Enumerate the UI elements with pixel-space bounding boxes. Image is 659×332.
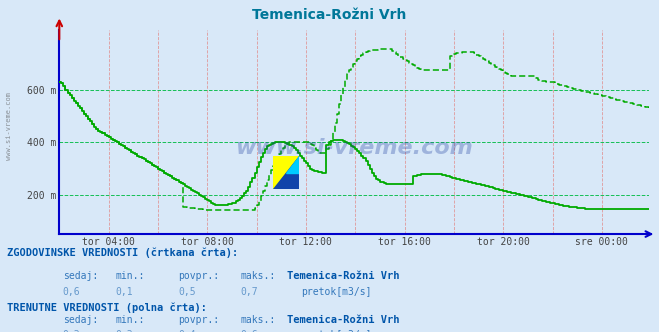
Text: sedaj:: sedaj: — [63, 315, 98, 325]
Text: maks.:: maks.: — [241, 315, 275, 325]
Text: 0,5: 0,5 — [178, 287, 196, 297]
Text: www.si-vreme.com: www.si-vreme.com — [235, 138, 473, 158]
Text: 0,7: 0,7 — [241, 287, 258, 297]
Polygon shape — [273, 156, 299, 189]
Text: www.si-vreme.com: www.si-vreme.com — [5, 92, 12, 160]
Text: sedaj:: sedaj: — [63, 271, 98, 281]
Polygon shape — [273, 156, 299, 189]
Text: 0,6: 0,6 — [241, 330, 258, 332]
Text: min.:: min.: — [115, 315, 145, 325]
Text: povpr.:: povpr.: — [178, 315, 219, 325]
Text: 0,3: 0,3 — [63, 330, 80, 332]
Text: povpr.:: povpr.: — [178, 271, 219, 281]
Text: 0,6: 0,6 — [63, 287, 80, 297]
Text: Temenica-Rožni Vrh: Temenica-Rožni Vrh — [287, 315, 399, 325]
Text: pretok[m3/s]: pretok[m3/s] — [301, 330, 372, 332]
Text: 0,3: 0,3 — [115, 330, 133, 332]
Text: pretok[m3/s]: pretok[m3/s] — [301, 287, 372, 297]
Text: Temenica-Rožni Vrh: Temenica-Rožni Vrh — [287, 271, 399, 281]
Text: maks.:: maks.: — [241, 271, 275, 281]
Text: ZGODOVINSKE VREDNOSTI (črtkana črta):: ZGODOVINSKE VREDNOSTI (črtkana črta): — [7, 247, 238, 258]
Polygon shape — [286, 156, 299, 173]
Text: Temenica-Rožni Vrh: Temenica-Rožni Vrh — [252, 8, 407, 22]
Text: TRENUTNE VREDNOSTI (polna črta):: TRENUTNE VREDNOSTI (polna črta): — [7, 302, 206, 313]
Text: 0,4: 0,4 — [178, 330, 196, 332]
Text: min.:: min.: — [115, 271, 145, 281]
Text: 0,1: 0,1 — [115, 287, 133, 297]
